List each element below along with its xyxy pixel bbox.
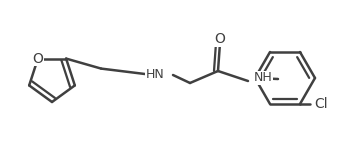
Text: O: O (32, 52, 43, 66)
Text: NH: NH (253, 72, 272, 84)
Text: Cl: Cl (314, 97, 328, 111)
Text: HN: HN (146, 69, 164, 81)
Text: O: O (215, 32, 225, 46)
